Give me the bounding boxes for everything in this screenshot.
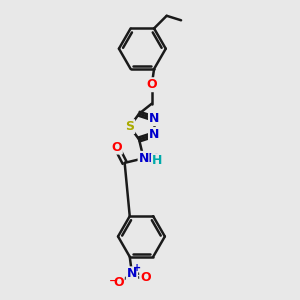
Text: O: O: [113, 276, 124, 290]
Text: H: H: [152, 154, 162, 167]
Text: N: N: [127, 267, 137, 280]
Text: +: +: [133, 263, 142, 273]
Text: NH: NH: [139, 152, 159, 165]
Text: O: O: [146, 78, 157, 91]
Text: −: −: [108, 276, 118, 286]
Text: O: O: [111, 141, 122, 154]
Text: N: N: [149, 128, 159, 141]
Text: N: N: [149, 112, 159, 125]
Text: S: S: [125, 120, 134, 133]
Text: O: O: [140, 271, 151, 284]
